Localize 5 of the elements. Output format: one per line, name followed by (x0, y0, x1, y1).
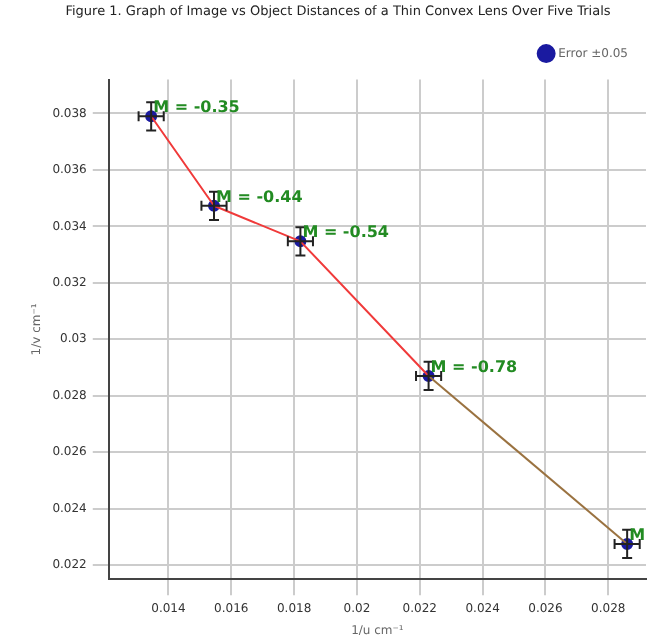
annotation: M (629, 526, 646, 545)
annotation: M = -0.35 (153, 98, 241, 117)
annotation: M = -0.78 (430, 358, 519, 377)
annotation: M = -0.54 (302, 223, 390, 242)
annotation: M = -0.44 (216, 187, 304, 206)
